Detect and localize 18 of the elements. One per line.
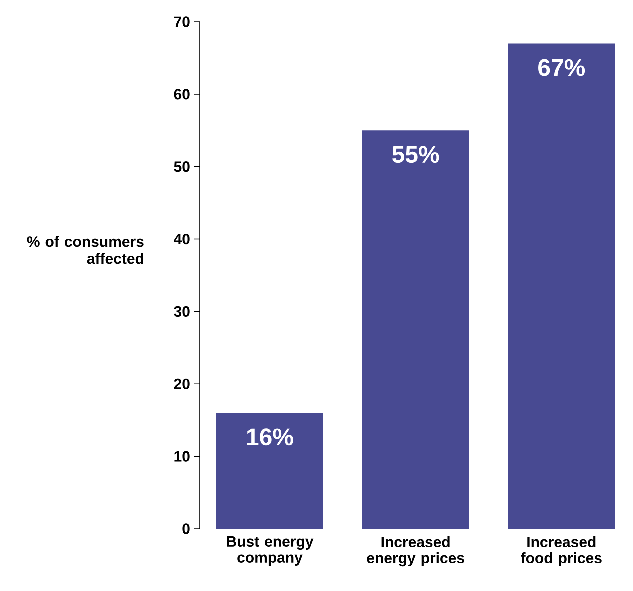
y-tick-label: 70	[174, 16, 190, 28]
bar	[508, 44, 616, 529]
y-tick-label: 40	[174, 234, 190, 245]
data-label: 67%	[538, 59, 586, 76]
x-tick-label: Increased food prices	[521, 536, 602, 566]
bar	[216, 413, 324, 529]
y-axis-title: % of consumers affected	[27, 236, 144, 264]
y-tick-label: 10	[174, 451, 190, 462]
y-tick-label: 0	[182, 524, 190, 534]
x-tick-label: Increased energy prices	[367, 536, 464, 567]
y-tick-label: 30	[174, 306, 190, 318]
data-label: 55%	[392, 146, 440, 164]
bar	[362, 130, 470, 529]
data-label: 16%	[247, 428, 294, 446]
y-tick-label: 60	[174, 89, 190, 100]
x-tick-label: Bust energy company	[227, 536, 314, 566]
y-tick-label: 20	[174, 378, 190, 390]
y-tick-label: 50	[174, 162, 190, 172]
